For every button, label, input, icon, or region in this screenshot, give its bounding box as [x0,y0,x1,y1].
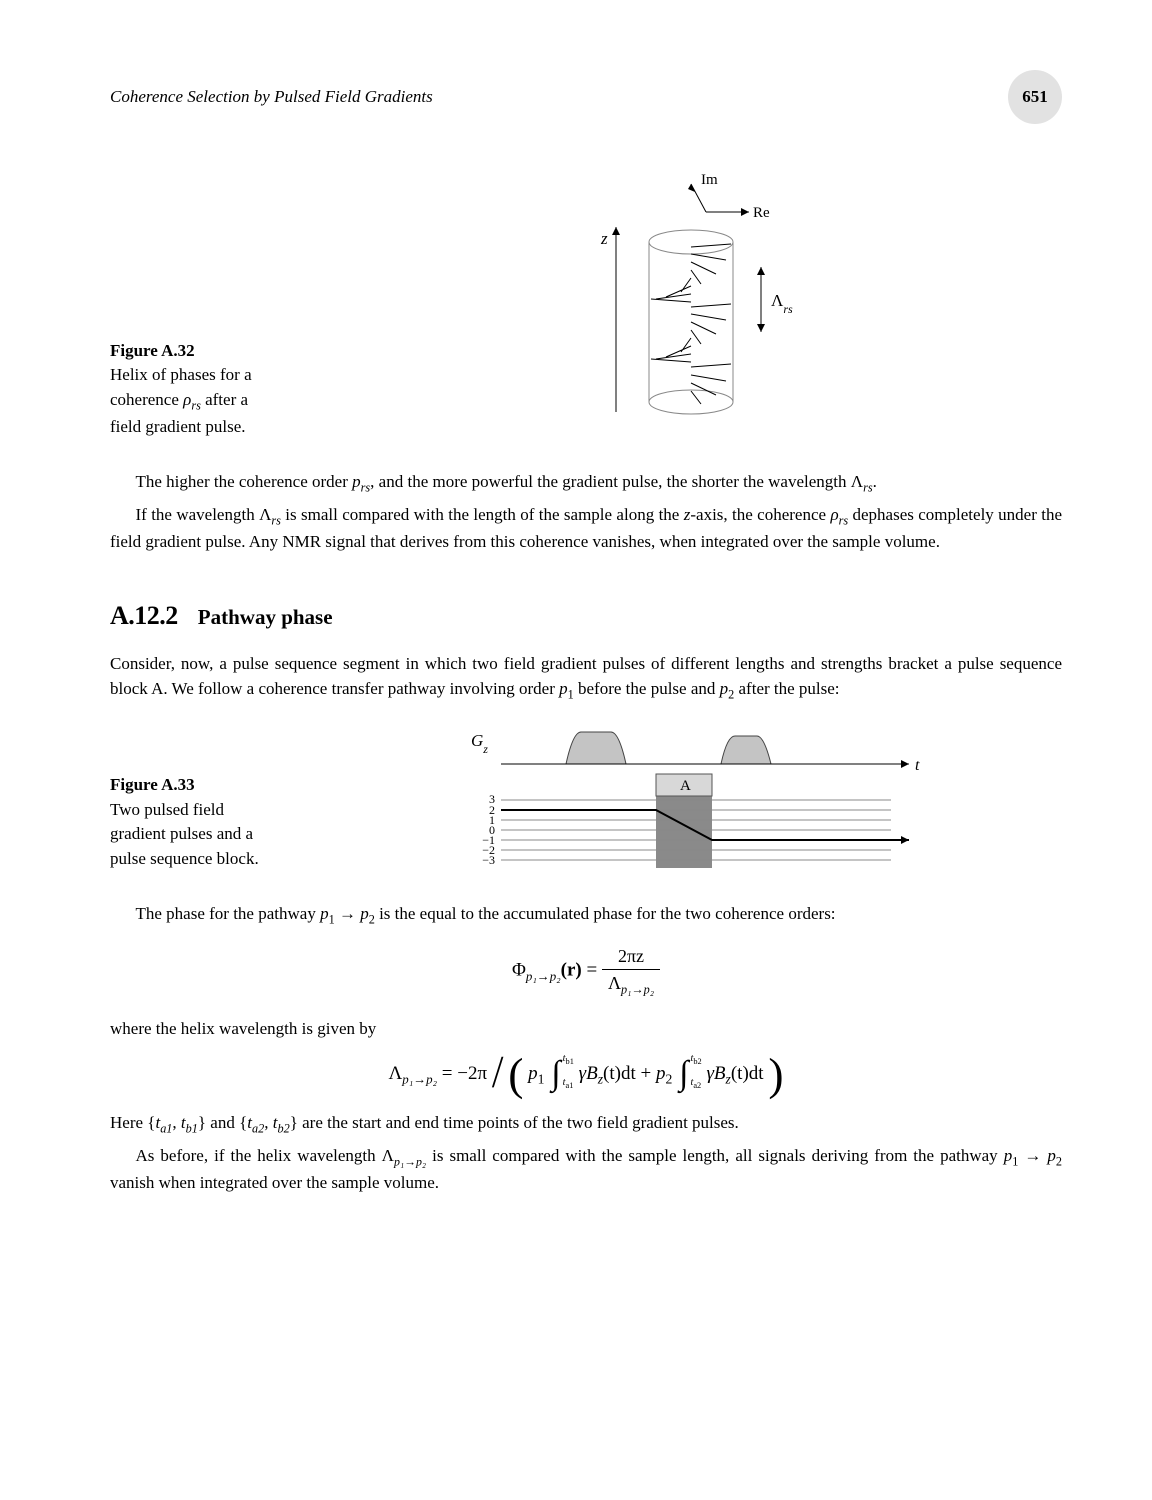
running-title: Coherence Selection by Pulsed Field Grad… [110,85,433,110]
figure-a32-graphic: Im Re z Λrs [340,172,1062,440]
para-5: where the helix wavelength is given by [110,1017,1062,1042]
svg-text:z: z [600,229,608,248]
figure-a33-caption-l1: Two pulsed field [110,798,340,823]
section-title: Pathway phase [198,602,333,632]
para-6: Here {ta1, tb1} and {ta2, tb2} are the s… [110,1111,1062,1138]
section-number: A.12.2 [110,597,178,635]
svg-text:A: A [680,778,691,794]
figure-a33-caption-l3: pulse sequence block. [110,847,340,872]
figure-a32-label: Figure A.32 [110,339,340,364]
figure-a33: Figure A.33 Two pulsed field gradient pu… [110,724,1062,882]
pulse-sequence-diagram: Gz t A 3 2 1 0 [461,724,941,874]
svg-text:t: t [915,757,920,774]
equation-phi: Φp₁→p₂(r) = 2πz Λp₁→p₂ [110,943,1062,999]
svg-text:−3: −3 [482,853,495,867]
page-number-badge: 651 [1008,70,1062,124]
helix-diagram: Im Re z Λrs [551,172,851,432]
figure-a32-caption-l2: coherence ρrs after a [110,388,340,415]
figure-a32: Figure A.32 Helix of phases for a cohere… [110,172,1062,440]
equation-lambda: Λp₁→p₂ = −2π ⧸ ( p1 ∫tb1ta1 γBz(t)dt + p… [110,1056,1062,1093]
figure-a32-caption-l3: field gradient pulse. [110,415,340,440]
svg-text:Gz: Gz [471,731,488,756]
page-header: Coherence Selection by Pulsed Field Grad… [110,70,1062,124]
para-4: The phase for the pathway p1 → p2 is the… [110,902,1062,929]
figure-a32-caption-l1: Helix of phases for a [110,363,340,388]
figure-a33-label: Figure A.33 [110,773,340,798]
section-heading: A.12.2 Pathway phase [110,597,1062,635]
para-3: Consider, now, a pulse sequence segment … [110,652,1062,704]
page-number: 651 [1022,85,1048,110]
figure-a33-caption: Figure A.33 Two pulsed field gradient pu… [110,773,340,872]
figure-a33-graphic: Gz t A 3 2 1 0 [340,724,1062,882]
para-7: As before, if the helix wavelength Λp₁→p… [110,1144,1062,1196]
figure-a33-caption-l2: gradient pulses and a [110,822,340,847]
svg-text:Im: Im [701,172,718,188]
figure-a32-caption: Figure A.32 Helix of phases for a cohere… [110,339,340,440]
svg-text:Re: Re [753,205,770,221]
svg-text:Λrs: Λrs [771,291,793,316]
para-1: The higher the coherence order prs, and … [110,470,1062,497]
para-2: If the wavelength Λrs is small compared … [110,503,1062,555]
